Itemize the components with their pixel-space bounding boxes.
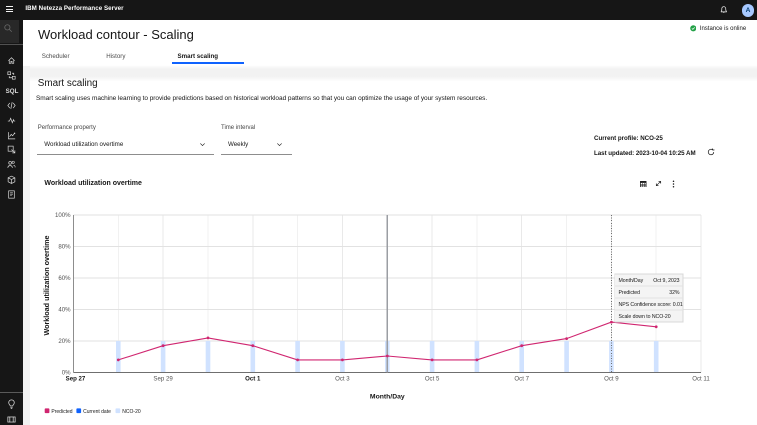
svg-text:Predicted: Predicted (619, 290, 641, 296)
svg-text:NPS Confidence score: 0.01: NPS Confidence score: 0.01 (619, 302, 683, 308)
svg-text:Month/Day: Month/Day (370, 393, 405, 400)
svg-text:Predicted: Predicted (51, 409, 72, 415)
svg-text:Scale down to NCO-20: Scale down to NCO-20 (619, 314, 671, 320)
svg-text:100%: 100% (55, 212, 71, 219)
svg-text:20%: 20% (58, 338, 71, 345)
svg-text:Current date: Current date (83, 409, 111, 415)
svg-text:Oct 9, 2023: Oct 9, 2023 (653, 278, 679, 284)
svg-text:Workload utilization overtime: Workload utilization overtime (42, 235, 51, 335)
svg-text:NCO-20: NCO-20 (122, 409, 141, 415)
svg-text:0%: 0% (62, 370, 71, 377)
svg-text:Oct 7: Oct 7 (514, 376, 529, 383)
svg-text:80%: 80% (58, 244, 71, 251)
svg-text:Oct 5: Oct 5 (425, 376, 440, 383)
svg-text:SQL: SQL (6, 88, 19, 95)
svg-text:60%: 60% (58, 275, 71, 282)
svg-text:Oct 1: Oct 1 (245, 376, 261, 383)
svg-text:Oct 11: Oct 11 (692, 376, 710, 383)
svg-text:Month/Day: Month/Day (619, 278, 644, 284)
svg-text:Oct 9: Oct 9 (604, 376, 619, 383)
svg-text:Sep 29: Sep 29 (153, 376, 173, 383)
svg-text:32%: 32% (669, 290, 680, 296)
svg-text:Sep 27: Sep 27 (66, 376, 86, 383)
svg-text:Oct 3: Oct 3 (335, 376, 350, 383)
svg-text:40%: 40% (58, 307, 71, 314)
